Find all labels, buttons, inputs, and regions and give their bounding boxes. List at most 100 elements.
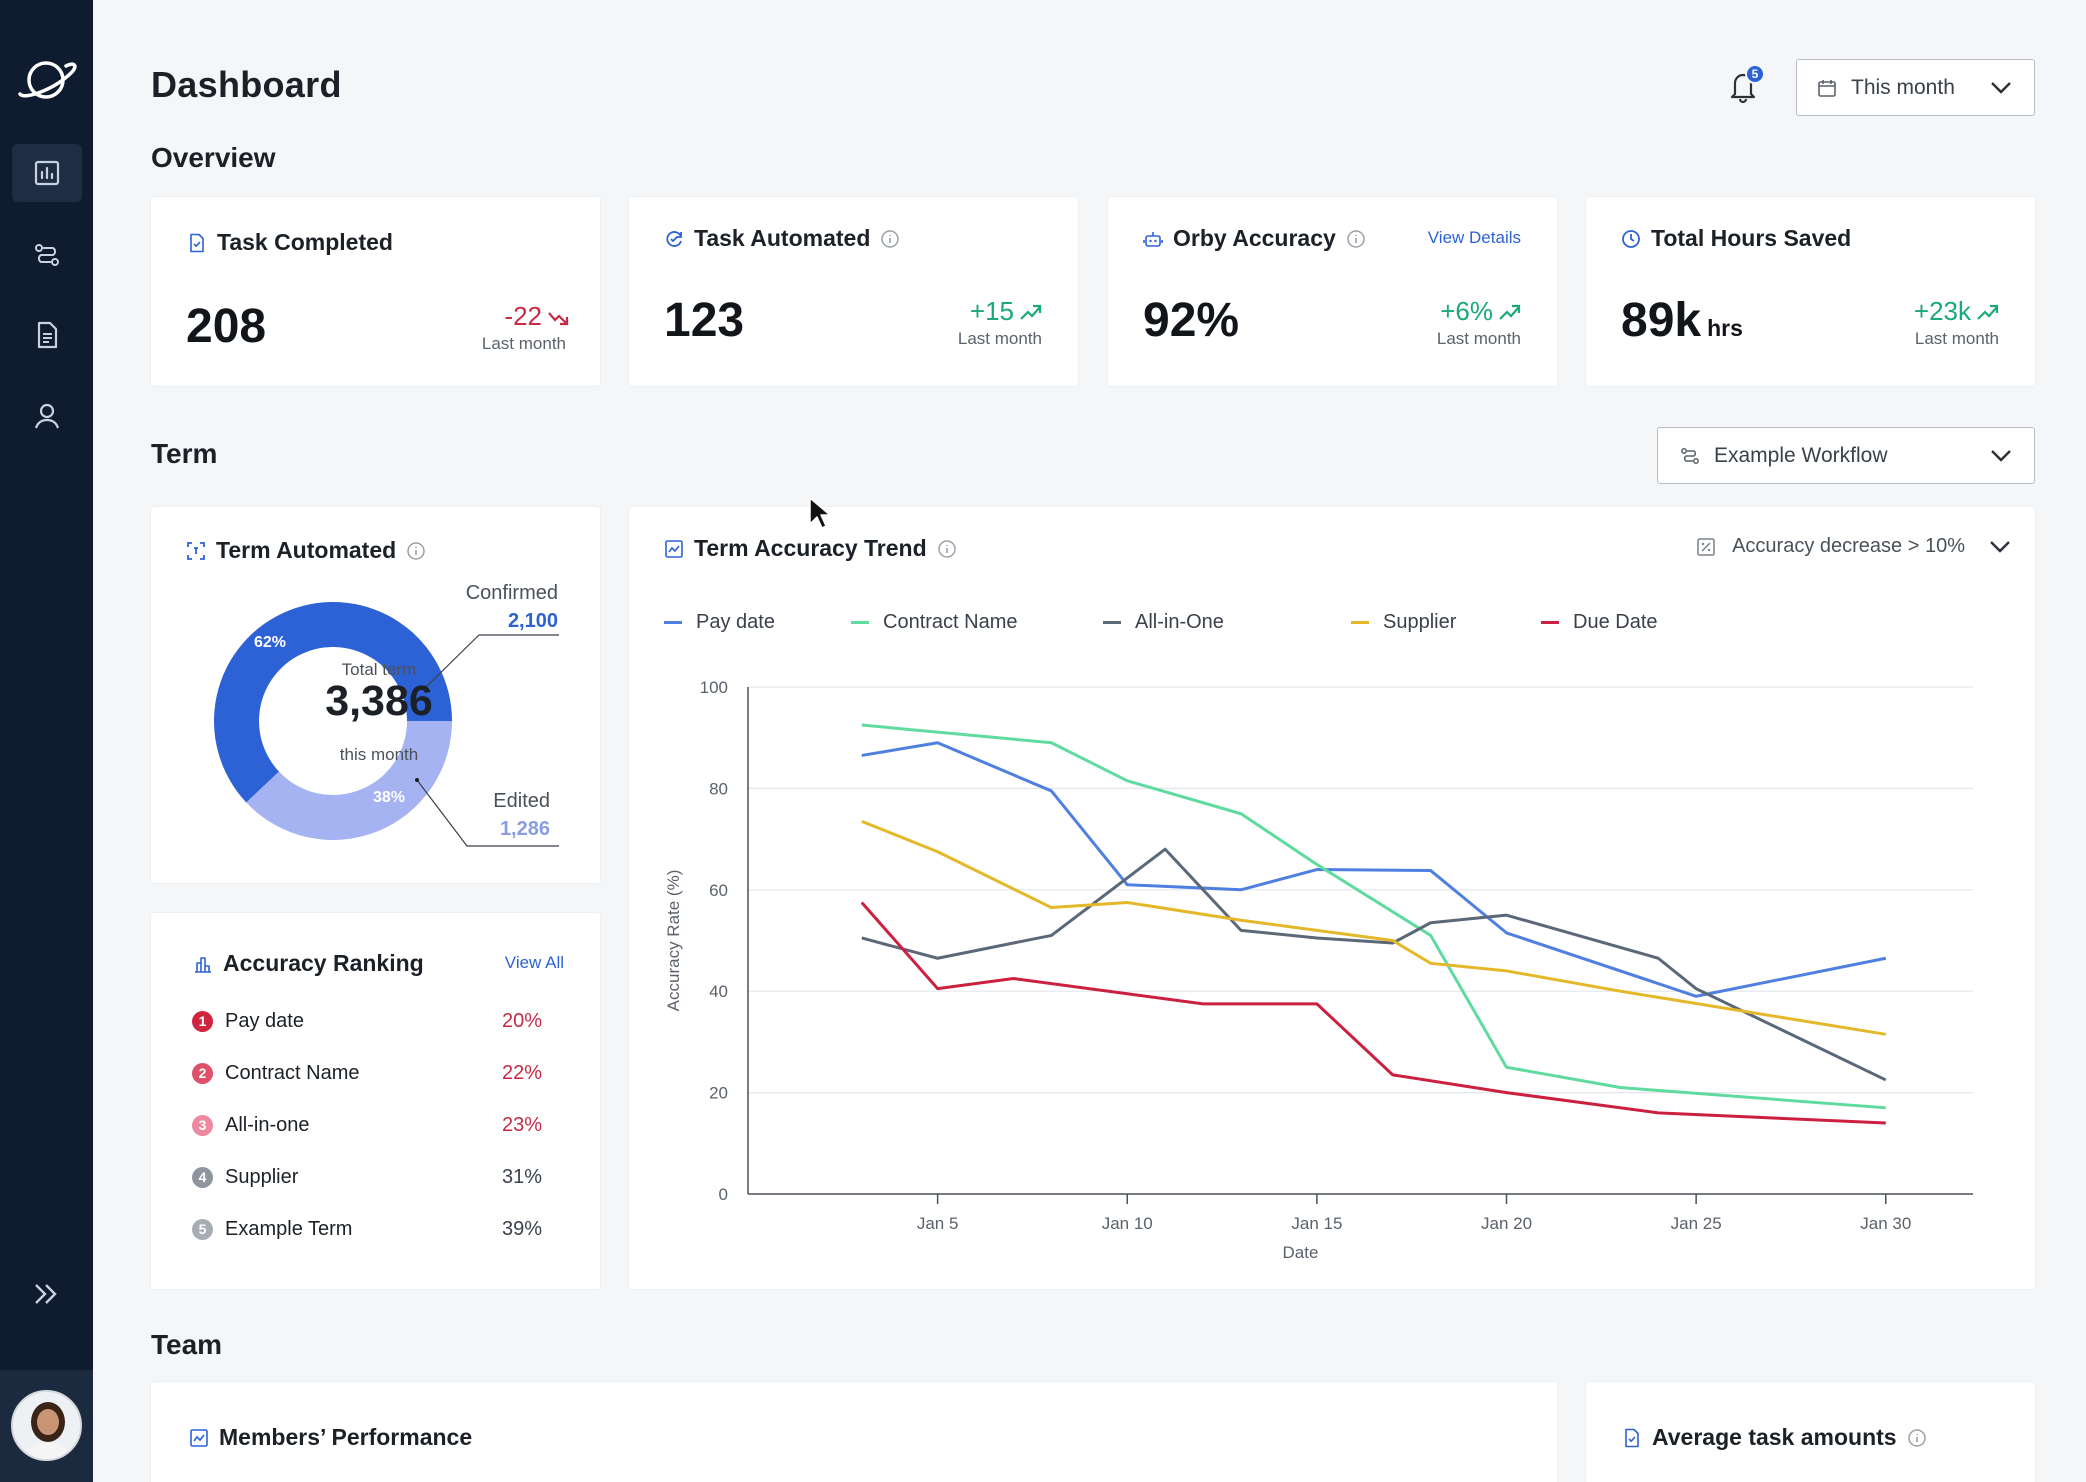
user-icon <box>34 403 60 429</box>
rank-number: 4 <box>192 1166 213 1188</box>
x-tick-label: Jan 15 <box>1291 1214 1342 1233</box>
total-hours-saved-value: 89k hrs <box>1621 294 1743 347</box>
period-select[interactable]: This month <box>1796 59 2035 116</box>
x-tick-label: Jan 5 <box>917 1214 959 1233</box>
series-line-all-in-one <box>861 847 1887 1082</box>
trend-down-icon <box>548 311 569 325</box>
workflow-select[interactable]: Example Workflow <box>1657 427 2035 484</box>
legend-item[interactable]: Supplier <box>1351 611 1456 634</box>
task-automated-delta-sub: Last month <box>957 329 1042 348</box>
rank-term-name: Contract Name <box>225 1061 360 1084</box>
robot-icon <box>1143 231 1163 247</box>
line-chart-icon <box>665 539 683 558</box>
legend-swatch <box>1103 621 1121 624</box>
ranking-item: 1 Pay date 20% <box>192 1006 542 1036</box>
ranking-item: 3 All-in-one 23% <box>192 1110 542 1140</box>
members-performance-card: Members’ Performance <box>151 1382 1557 1482</box>
confirmed-value: 2,100 <box>507 610 558 632</box>
legend-swatch <box>664 621 682 624</box>
rank-number: 5 <box>192 1218 213 1240</box>
trend-up-icon <box>1977 304 1999 320</box>
mouse-cursor-icon <box>809 497 830 529</box>
x-tick-label: Jan 25 <box>1671 1214 1722 1233</box>
series-line-supplier <box>861 819 1887 1036</box>
file-check-icon <box>190 233 204 252</box>
legend-item[interactable]: Pay date <box>664 611 775 634</box>
info-icon[interactable] <box>937 539 957 559</box>
double-chevron-right-icon <box>35 1284 57 1304</box>
legend-item[interactable]: All-in-One <box>1103 611 1224 634</box>
sidebar-item-users[interactable] <box>12 387 82 445</box>
info-icon[interactable] <box>1907 1428 1927 1448</box>
legend-label: Contract Name <box>883 611 1018 633</box>
rank-term-name: Pay date <box>225 1009 304 1032</box>
hours-unit: hrs <box>1707 315 1743 341</box>
ranking-item: 2 Contract Name 22% <box>192 1058 542 1088</box>
donut-slice-edited[interactable] <box>246 721 452 840</box>
task-completed-card: Task Completed 208 -22 Last month <box>151 197 600 386</box>
accuracy-filter-label: Accuracy decrease > 10% <box>1732 535 1965 557</box>
workflow-icon <box>35 244 59 266</box>
accuracy-ranking-card: Accuracy Ranking View All <box>151 913 600 1289</box>
orby-logo-icon[interactable] <box>14 50 78 110</box>
info-icon[interactable] <box>880 229 900 249</box>
line-chart-icon <box>190 1428 208 1447</box>
workflow-select-value: Example Workflow <box>1714 443 1888 467</box>
ranking-item: 4 Supplier 31% <box>192 1162 542 1192</box>
total-hours-saved-delta: +23k <box>1914 296 1999 327</box>
chevron-down-icon <box>1990 540 2010 553</box>
legend-item[interactable]: Due Date <box>1541 611 1658 634</box>
scan-icon <box>187 541 205 560</box>
sidebar-item-documents[interactable] <box>12 306 82 364</box>
info-icon[interactable] <box>406 541 426 561</box>
legend-label: All-in-One <box>1135 611 1224 633</box>
info-icon[interactable] <box>1346 229 1366 249</box>
y-tick-label: 60 <box>709 881 728 900</box>
rank-term-name: Example Term <box>225 1217 353 1240</box>
average-task-amounts-title: Average task amounts <box>1622 1424 1927 1451</box>
view-all-link[interactable]: View All <box>504 953 564 972</box>
accuracy-filter-dropdown[interactable]: Accuracy decrease > 10% <box>1696 535 2011 558</box>
view-details-link[interactable]: View Details <box>1427 228 1521 247</box>
y-tick-label: 0 <box>719 1185 728 1204</box>
notification-badge: 5 <box>1745 64 1765 84</box>
edited-label: Edited <box>493 790 550 812</box>
document-icon <box>37 321 58 349</box>
rank-number: 1 <box>192 1010 213 1032</box>
term-automated-title: Term Automated <box>186 537 426 564</box>
orby-accuracy-card: Orby Accuracy View Details 92% +6% Last … <box>1108 197 1557 386</box>
confirmed-label: Confirmed <box>465 582 558 604</box>
x-tick-label: Jan 30 <box>1860 1214 1911 1233</box>
term-accuracy-trend-title: Term Accuracy Trend <box>664 535 957 562</box>
legend-label: Supplier <box>1383 611 1457 633</box>
rank-value: 20% <box>501 1009 542 1032</box>
sidebar-item-workflows[interactable] <box>12 226 82 284</box>
chevron-down-icon <box>1991 449 2011 462</box>
legend-item[interactable]: Contract Name <box>851 611 1018 634</box>
total-hours-saved-delta-sub: Last month <box>1914 329 1999 348</box>
task-automated-title: Task Automated <box>664 225 900 252</box>
sidebar-item-dashboard[interactable] <box>12 144 82 202</box>
members-performance-title: Members’ Performance <box>189 1424 472 1451</box>
term-accuracy-trend-card: Term Accuracy Trend Accuracy decrease > … <box>629 507 2035 1289</box>
average-task-amounts-card: Average task amounts <box>1586 1382 2035 1482</box>
period-select-value: This month <box>1851 75 1955 99</box>
rank-value: 23% <box>501 1113 542 1136</box>
sidebar <box>0 0 93 1482</box>
trend-chart-svg: 0 20 40 60 80 100 Jan 5 Jan 10 Jan 15 Jan 20 Jan 2… <box>664 678 1973 1262</box>
rank-number: 3 <box>192 1114 213 1136</box>
expand-sidebar-button[interactable] <box>26 1276 66 1312</box>
rank-value: 31% <box>501 1165 542 1188</box>
rank-number: 2 <box>192 1062 213 1084</box>
rank-term-name: Supplier <box>225 1165 299 1188</box>
avatar[interactable] <box>11 1390 82 1461</box>
term-automated-card: Term Automated Total term 3,386 this mon… <box>151 507 600 883</box>
confirmed-pct-label: 62% <box>254 634 287 651</box>
rank-value: 22% <box>501 1061 542 1084</box>
y-axis-label: Accuracy Rate (%) <box>664 870 683 1012</box>
legend-label: Due Date <box>1573 611 1658 633</box>
x-axis-label: Date <box>1283 1243 1319 1262</box>
donut-slice-confirmed[interactable] <box>213 602 452 803</box>
total-hours-saved-title: Total Hours Saved <box>1621 225 1851 252</box>
donut-center-value: 3,386 <box>325 677 433 725</box>
